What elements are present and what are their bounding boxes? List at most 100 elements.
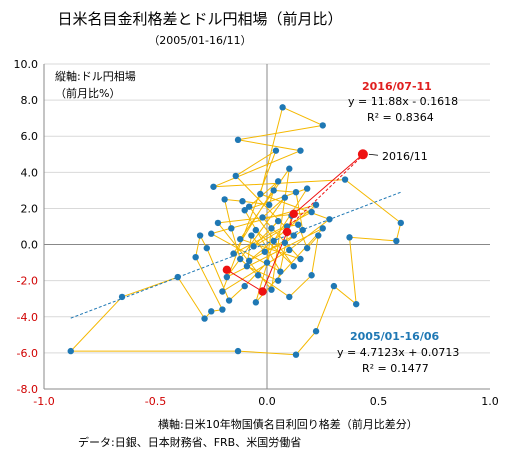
highlight-point <box>289 209 298 219</box>
axes <box>43 64 490 390</box>
data-point <box>254 272 262 279</box>
data-point <box>272 147 280 154</box>
data-point <box>259 214 266 221</box>
data-point <box>263 259 271 266</box>
data-point <box>319 122 326 129</box>
data-point <box>241 282 248 290</box>
data-point <box>196 232 204 239</box>
data-point <box>303 185 311 192</box>
data-point <box>214 219 222 227</box>
data-point <box>248 232 255 239</box>
data-point <box>295 221 302 228</box>
data-point <box>330 282 338 290</box>
x-tick-label: 1.0 <box>481 395 499 408</box>
data-point <box>118 293 126 301</box>
highlight-point <box>258 287 267 296</box>
y-tick-label: 8.0 <box>21 94 39 107</box>
y-tick-label: 6.0 <box>21 130 39 143</box>
data-point <box>326 216 333 223</box>
highlight-points <box>222 149 379 296</box>
data-point <box>252 226 260 234</box>
data-point <box>353 300 360 308</box>
data-point <box>315 232 322 239</box>
data-point <box>192 253 199 261</box>
data-point <box>397 219 404 227</box>
y-tick-label: -6.0 <box>17 347 38 360</box>
data-point <box>341 176 349 183</box>
data-point <box>286 293 293 301</box>
data-point <box>268 225 275 232</box>
full-regression-r2: R² = 0.1477 <box>362 362 429 375</box>
data-point <box>257 190 264 198</box>
data-point <box>308 272 315 279</box>
data-point <box>234 347 242 355</box>
full-regression-label: 2005/01-16/06 <box>350 330 439 343</box>
data-point <box>270 187 277 194</box>
data-point <box>219 288 226 295</box>
recent-regression-r2: R² = 0.8364 <box>367 111 434 124</box>
data-point <box>239 198 246 205</box>
data-point <box>245 203 253 210</box>
tick-labels: -8.0 -6.0 -4.0 -2.0 0.0 2.0 4.0 6.0 8.0 10.0 -1.0 -… <box>14 58 499 408</box>
y-tick-label: -8.0 <box>17 383 38 396</box>
data-point <box>312 328 320 335</box>
data-point <box>270 237 277 245</box>
data-point <box>208 308 215 315</box>
data-point <box>274 217 282 225</box>
x-axis-title: 横軸:日米10年物国債名目利回り格差（前月比差分） <box>158 417 418 431</box>
data-point <box>219 306 226 313</box>
data-point <box>252 299 260 306</box>
y-axis-label-line2: （前月比%） <box>55 86 120 100</box>
latest-point-leader <box>368 153 379 156</box>
data-point <box>266 201 273 209</box>
recent-regression-equation: y = 11.88x - 0.1618 <box>348 95 458 108</box>
data-point <box>319 225 326 232</box>
y-axis-label-line1: 縦軸:ドル円相場 <box>55 69 136 83</box>
x-tick-label: -0.5 <box>145 395 166 408</box>
data-point <box>308 208 315 216</box>
data-point <box>245 257 253 265</box>
data-point <box>297 147 304 154</box>
data-point <box>221 196 228 203</box>
data-point <box>234 136 242 144</box>
recent-regression-label: 2016/07-11 <box>362 80 432 93</box>
connecting-path <box>69 106 402 356</box>
data-point <box>225 297 233 304</box>
data-point <box>303 244 311 252</box>
data-point <box>290 232 297 239</box>
data-point <box>281 239 289 246</box>
latest-point-label: 2016/11 <box>382 150 428 163</box>
data-point <box>67 347 74 355</box>
data-point <box>297 255 304 263</box>
data-point <box>174 273 181 281</box>
data-point <box>228 225 235 232</box>
highlight-point <box>222 265 232 275</box>
highlight-point <box>357 149 368 160</box>
data-point <box>268 286 275 293</box>
data-point <box>241 207 248 214</box>
highlight-point <box>282 227 292 237</box>
y-tick-label: -2.0 <box>17 275 38 288</box>
data-point <box>281 194 289 201</box>
data-point <box>274 277 282 284</box>
data-source: データ:日銀、日本財務省、FRB、米国労働省 <box>78 435 301 449</box>
data-point <box>210 183 217 190</box>
x-tick-label: 0.0 <box>258 395 276 408</box>
chart-title: 日米名目金利格差とドル円相場（前月比） <box>57 10 342 28</box>
data-point <box>312 201 320 209</box>
y-tick-label: 10.0 <box>14 58 39 71</box>
x-tick-label: -1.0 <box>33 395 54 408</box>
full-regression-equation: y = 4.7123x + 0.0713 <box>337 346 459 359</box>
data-point <box>250 243 257 250</box>
y-tick-label: 2.0 <box>21 202 39 215</box>
data-point <box>203 244 210 252</box>
data-point <box>346 234 353 241</box>
data-point <box>232 172 239 180</box>
data-point <box>279 104 286 111</box>
trendline-recent <box>282 154 364 233</box>
data-point <box>286 246 293 254</box>
chart-subtitle: （2005/01-16/11） <box>148 34 251 47</box>
y-tick-label: -4.0 <box>17 311 38 324</box>
